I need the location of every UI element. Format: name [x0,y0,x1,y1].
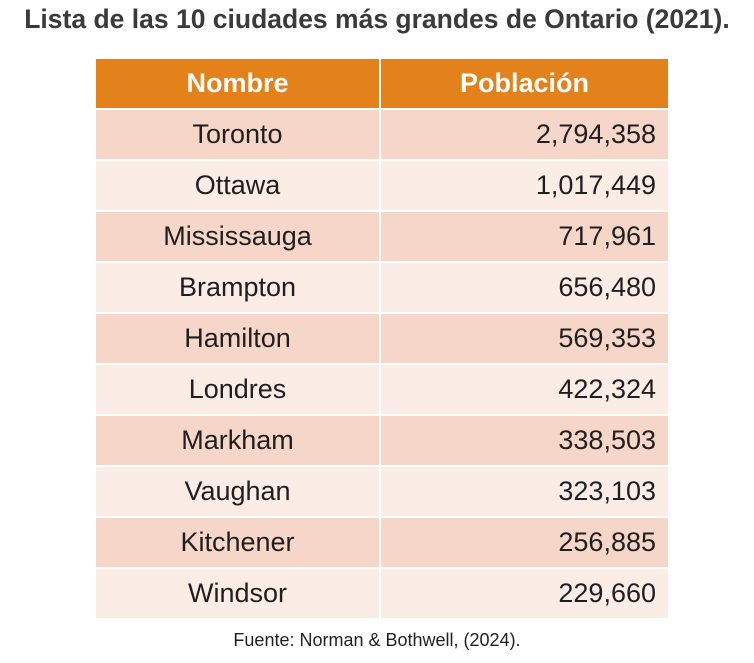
page-title: Lista de las 10 ciudades más grandes de … [24,4,730,34]
city-name: Vaughan [94,465,381,518]
city-population: 2,794,358 [379,108,670,161]
table-row: Vaughan 323,103 [94,465,670,518]
city-population: 229,660 [379,567,670,620]
table-row: Hamilton 569,353 [94,312,670,365]
table-row: Toronto 2,794,358 [94,108,670,161]
city-population: 1,017,449 [379,159,670,212]
city-name: Hamilton [94,312,381,365]
city-name: Mississauga [94,210,381,263]
city-population: 338,503 [379,414,670,467]
city-name: Toronto [94,108,381,161]
city-name: Londres [94,363,381,416]
city-population: 569,353 [379,312,670,365]
source-caption: Fuente: Norman & Bothwell, (2024). [233,630,521,650]
table-row: Mississauga 717,961 [94,210,670,263]
city-name: Kitchener [94,516,381,569]
table-header-row: Nombre Población [94,57,670,110]
city-name: Ottawa [94,159,381,212]
table-row: Windsor 229,660 [94,567,670,620]
cities-table: Nombre Población Toronto 2,794,358 Ottaw… [94,57,670,620]
table-row: Kitchener 256,885 [94,516,670,569]
city-population: 422,324 [379,363,670,416]
city-population: 717,961 [379,210,670,263]
city-name: Brampton [94,261,381,314]
table-row: Markham 338,503 [94,414,670,467]
city-population: 256,885 [379,516,670,569]
table-row: Ottawa 1,017,449 [94,159,670,212]
city-population: 656,480 [379,261,670,314]
city-name: Windsor [94,567,381,620]
table-row: Londres 422,324 [94,363,670,416]
table-row: Brampton 656,480 [94,261,670,314]
city-name: Markham [94,414,381,467]
city-population: 323,103 [379,465,670,518]
column-header-poblacion: Población [379,57,670,110]
column-header-nombre: Nombre [94,57,381,110]
